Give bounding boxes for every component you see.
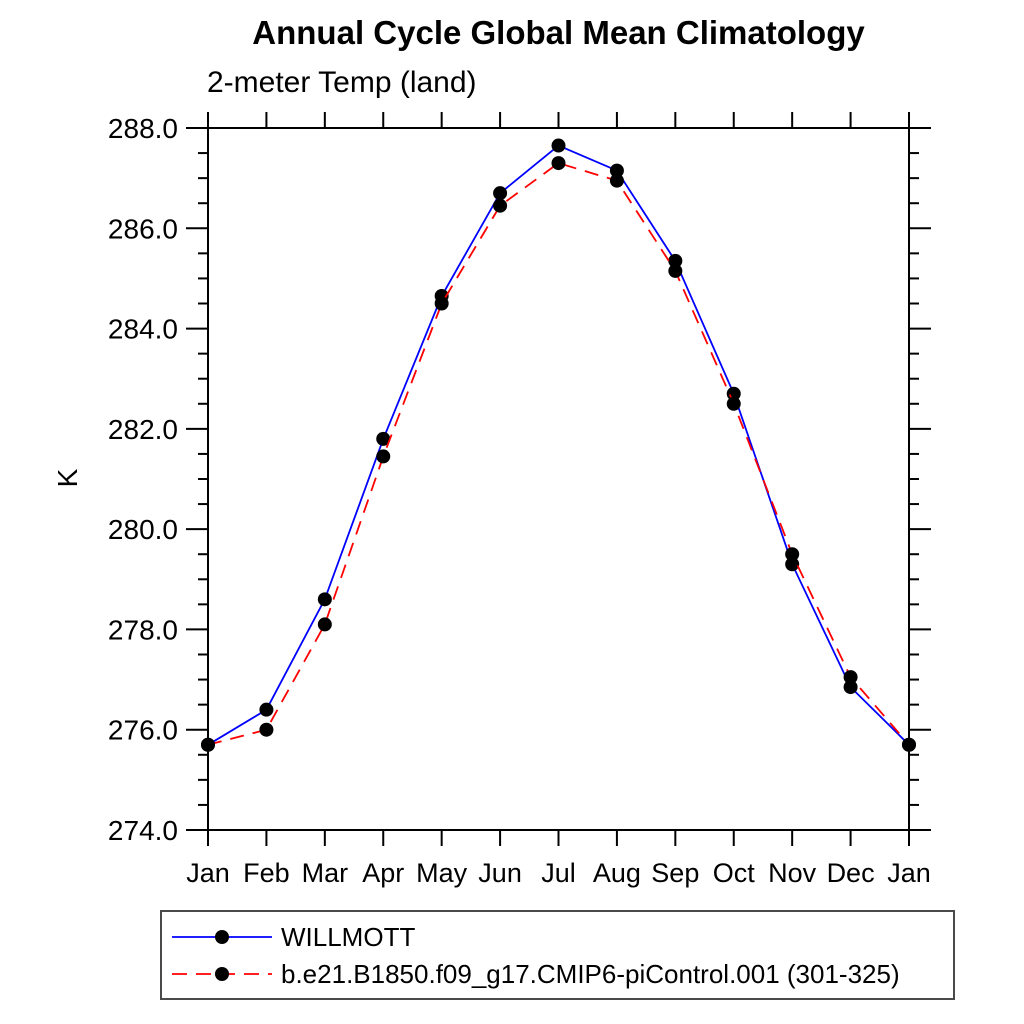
x-axis-tick-labels: Jan Feb Mar Apr May Jun Jul Aug Sep Oct Nov Dec Jan bbox=[186, 858, 931, 888]
legend-box: WILLMOTT b.e21.B1850.f09_g17.CMIP6-piCon… bbox=[160, 910, 955, 1000]
x-tick-label: Apr bbox=[362, 858, 404, 888]
data-point-dot-icon bbox=[902, 737, 916, 752]
data-point-dot-icon bbox=[376, 431, 391, 446]
legend-sample-solid-line bbox=[172, 929, 272, 944]
x-tick-label: Oct bbox=[713, 858, 756, 888]
legend-entry-willmott: WILLMOTT bbox=[168, 920, 953, 954]
data-point-dot-icon bbox=[317, 592, 332, 607]
data-point-dot-icon bbox=[785, 557, 800, 572]
x-tick-label: May bbox=[416, 858, 468, 888]
data-point-dot-icon bbox=[668, 253, 683, 268]
x-axis-ticks bbox=[207, 112, 910, 846]
data-point-dot-icon bbox=[259, 702, 274, 717]
x-tick-label: Dec bbox=[827, 858, 875, 888]
y-tick-label: 284.0 bbox=[108, 314, 178, 345]
x-tick-label: Jan bbox=[186, 858, 230, 888]
plot-frame bbox=[188, 127, 928, 831]
legend-label-willmott: WILLMOTT bbox=[281, 921, 416, 952]
data-point-dot-icon bbox=[668, 263, 683, 278]
data-point-dot-icon bbox=[843, 670, 858, 685]
data-point-dot-icon bbox=[317, 617, 332, 632]
legend-entry-model: b.e21.B1850.f09_g17.CMIP6-piControl.001 … bbox=[168, 957, 953, 991]
data-point-dot-icon bbox=[609, 173, 624, 188]
data-point-dot-icon bbox=[609, 163, 624, 178]
x-tick-label: Jun bbox=[478, 858, 522, 888]
x-tick-label: Mar bbox=[302, 858, 349, 888]
data-point-dot-icon bbox=[201, 737, 215, 752]
chart-subtitle: 2-meter Temp (land) bbox=[207, 66, 477, 99]
data-point-dot-icon bbox=[843, 680, 858, 695]
x-tick-label: Feb bbox=[243, 858, 290, 888]
data-point-dot-icon bbox=[434, 296, 449, 311]
x-tick-label: Jul bbox=[541, 858, 576, 888]
y-tick-label: 274.0 bbox=[108, 815, 178, 846]
series-markers-willmott bbox=[201, 138, 916, 752]
legend-marker-dot-icon bbox=[215, 929, 229, 944]
series-markers-model bbox=[201, 156, 916, 752]
x-tick-label: Nov bbox=[768, 858, 817, 888]
data-point-dot-icon bbox=[785, 547, 800, 562]
data-point-dot-icon bbox=[726, 396, 741, 411]
x-tick-label: Jan bbox=[887, 858, 931, 888]
y-tick-label: 286.0 bbox=[108, 213, 178, 244]
legend-label-model: b.e21.B1850.f09_g17.CMIP6-piControl.001 … bbox=[281, 958, 900, 989]
y-tick-label: 276.0 bbox=[108, 715, 178, 746]
data-point-dot-icon bbox=[259, 722, 274, 737]
y-axis-tick-labels: 274.0 276.0 278.0 280.0 282.0 284.0 286.0 288.0 bbox=[108, 113, 178, 846]
series-line-model bbox=[207, 162, 910, 746]
y-tick-label: 280.0 bbox=[108, 514, 178, 545]
chart-title: Annual Cycle Global Mean Climatology bbox=[252, 14, 865, 51]
y-tick-label: 282.0 bbox=[108, 414, 178, 445]
y-tick-label: 278.0 bbox=[108, 614, 178, 645]
data-point-dot-icon bbox=[493, 186, 508, 201]
legend-sample-dashed-line bbox=[172, 966, 272, 981]
data-point-dot-icon bbox=[551, 138, 566, 153]
y-axis-ticks bbox=[186, 127, 931, 831]
x-tick-label: Aug bbox=[593, 858, 641, 888]
data-point-dot-icon bbox=[376, 449, 391, 464]
data-point-dot-icon bbox=[493, 198, 508, 213]
legend-marker-dot-icon bbox=[215, 966, 229, 981]
series-line-willmott bbox=[207, 144, 910, 746]
data-point-dot-icon bbox=[551, 156, 566, 171]
y-tick-label: 288.0 bbox=[108, 113, 178, 144]
x-tick-label: Sep bbox=[651, 858, 699, 888]
